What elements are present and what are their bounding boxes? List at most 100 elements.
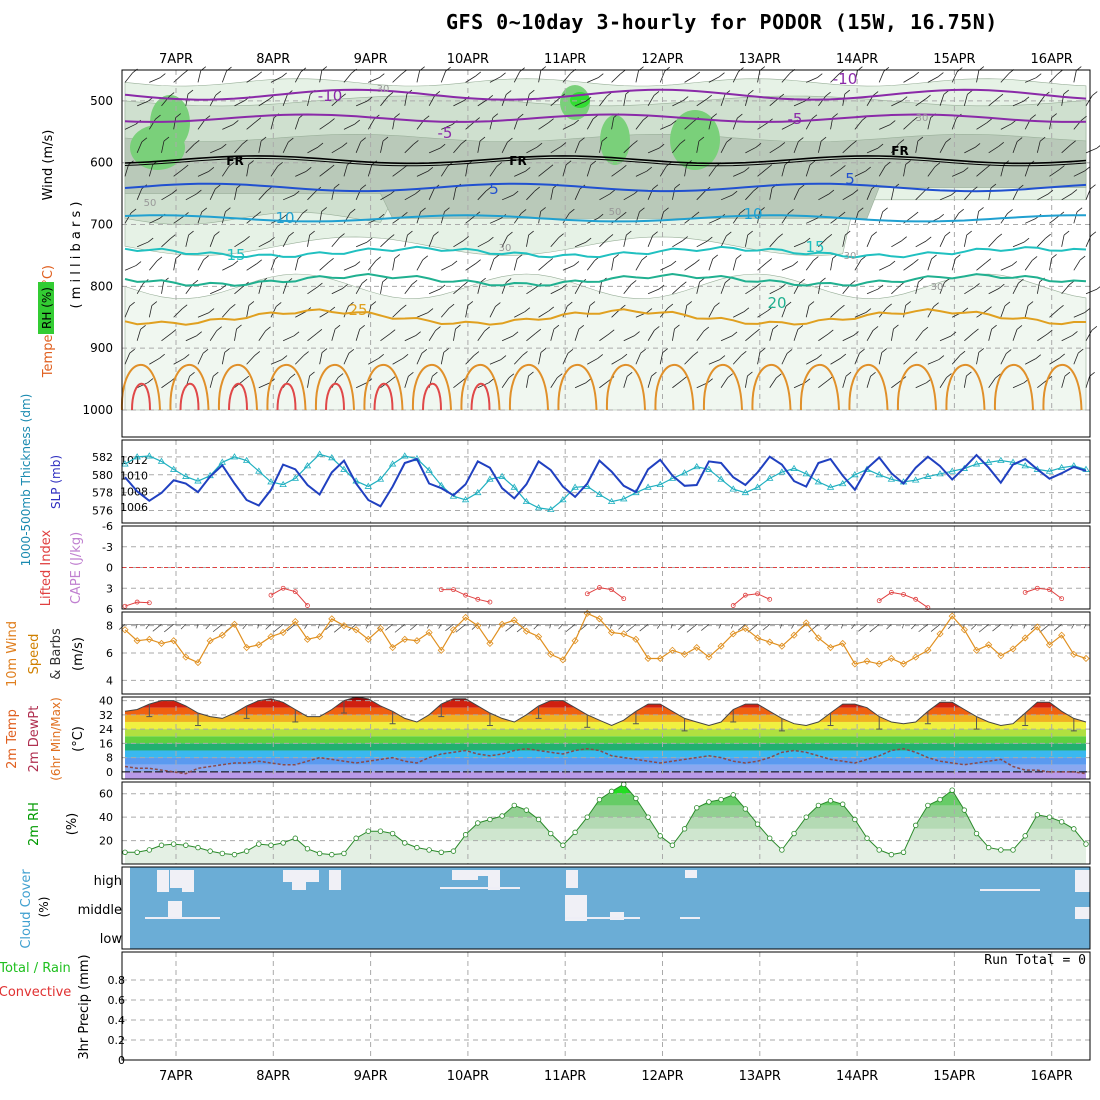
wind-barb-flag: [621, 353, 628, 359]
temp-axis-label: 2m Temp: [5, 709, 20, 769]
wind-barb: [805, 164, 811, 177]
wind-barb-flag: [727, 373, 733, 379]
wind-barb-flag: [422, 255, 429, 261]
series-line-slp: [124, 453, 1087, 508]
wind-barb: [599, 380, 610, 389]
wind-barb-flag: [912, 116, 918, 122]
wind-speed-point: [644, 654, 652, 663]
wind-barb-flag: [341, 142, 348, 147]
wind-barb-flag: [707, 236, 713, 242]
wind-barb-flag: [707, 378, 713, 384]
wind-barb: [696, 330, 705, 341]
wind-barb: [428, 235, 434, 247]
wind-barb-flag: [151, 301, 158, 306]
wind-barb-flag: [1031, 256, 1038, 261]
wind-barb-10m: [639, 624, 649, 632]
chart-title: GFS 0~10day 3-hourly for PODOR (15W, 16.…: [446, 10, 998, 34]
wind-barb-flag: [641, 255, 648, 261]
wind-barb: [185, 193, 197, 201]
wind-speed-point: [1009, 645, 1017, 653]
wind-barb-flag: [421, 348, 428, 354]
wind-barb: [489, 359, 502, 365]
wind-barb-flag: [512, 190, 519, 196]
wind-barb-10m: [145, 624, 150, 629]
thickness-point: [1082, 465, 1090, 472]
wind-barb-10m: [394, 624, 406, 633]
wind-barb: [538, 168, 549, 177]
wind-barb: [501, 194, 514, 201]
wind-barb-flag: [883, 66, 890, 72]
wind-barb-flag: [321, 207, 327, 212]
wind-barb: [599, 96, 608, 107]
wind-barb-10m: [701, 624, 710, 631]
wind-barb: [392, 308, 402, 318]
rh-point: [998, 847, 1004, 853]
wind-barb: [976, 352, 980, 365]
rh-point: [608, 788, 615, 795]
wind-speed-point: [206, 637, 214, 645]
cloud-level-label: low: [100, 932, 123, 947]
wind-barb: [453, 240, 464, 248]
wind-speed-point: [656, 654, 664, 663]
wind-barb-flag: [832, 113, 838, 118]
rh-tick-label: 60: [99, 788, 113, 801]
li-tick-label: 0: [106, 562, 113, 575]
wind-barb: [428, 147, 441, 154]
wind-barb: [367, 118, 375, 130]
wind-barb-flag: [840, 165, 846, 170]
wind-barb-flag: [232, 260, 239, 266]
wind-barb-flag: [349, 208, 356, 214]
wind-barb: [440, 307, 450, 318]
wind-barb-flag: [889, 120, 896, 125]
wind-barb-10m: [488, 624, 491, 629]
wind-barb-flag: [203, 255, 209, 261]
wind-speed-point: [899, 660, 908, 668]
wind-barb-flag: [329, 118, 335, 123]
wind-barb-10m: [851, 624, 856, 629]
wind-barb: [1012, 100, 1025, 107]
wind-barb-flag: [348, 301, 354, 307]
wind-barb: [137, 241, 149, 248]
wind-barb: [307, 333, 318, 342]
wind-barb: [586, 305, 591, 318]
wind-barb-flag: [309, 230, 315, 236]
wind-barb: [903, 355, 913, 365]
wind-barb: [1073, 259, 1081, 271]
isotherm-30-loop: [508, 363, 549, 411]
wind-barb-flag: [719, 72, 725, 78]
wind-speed-point: [620, 630, 628, 638]
wind-barb: [282, 194, 295, 201]
temp-band: [125, 771, 1086, 779]
wind-barb-flag: [985, 258, 992, 264]
wind-barb: [599, 333, 610, 342]
wind-barb: [355, 382, 368, 389]
wind-barb: [136, 283, 144, 294]
wind-barb: [732, 117, 738, 130]
wind-barb-10m: [533, 624, 539, 630]
wind-speed-point: [522, 627, 530, 635]
isotherm-label: 5: [489, 180, 499, 198]
wind-barb-flag: [175, 254, 182, 259]
wind-barb-flag: [912, 211, 919, 217]
wind-barb: [647, 376, 652, 388]
rh2m-panel: 20 40 60: [99, 781, 1090, 864]
rh-point: [961, 807, 968, 813]
wind-barb-flag: [1090, 231, 1097, 237]
wind-barb: [915, 98, 926, 107]
wind-barb-flag: [1018, 184, 1024, 190]
rh-point: [633, 795, 639, 802]
wind-barb-flag: [248, 301, 255, 306]
wind-barb: [793, 188, 800, 200]
wind-barb: [951, 117, 957, 130]
wind-barb-flag: [378, 353, 384, 359]
wind-barb-10m: [558, 624, 564, 630]
rh-point: [414, 844, 420, 851]
wind-barb-10m: [516, 624, 527, 633]
wind-barb: [1037, 237, 1046, 248]
wind-barb-flag: [573, 261, 580, 266]
wind-barb-flag: [233, 120, 239, 125]
wind-barb-flag: [726, 137, 732, 143]
wind-barb-10m: [333, 624, 345, 633]
wind-barb: [221, 352, 226, 365]
wind-barb-10m: [1071, 624, 1075, 629]
